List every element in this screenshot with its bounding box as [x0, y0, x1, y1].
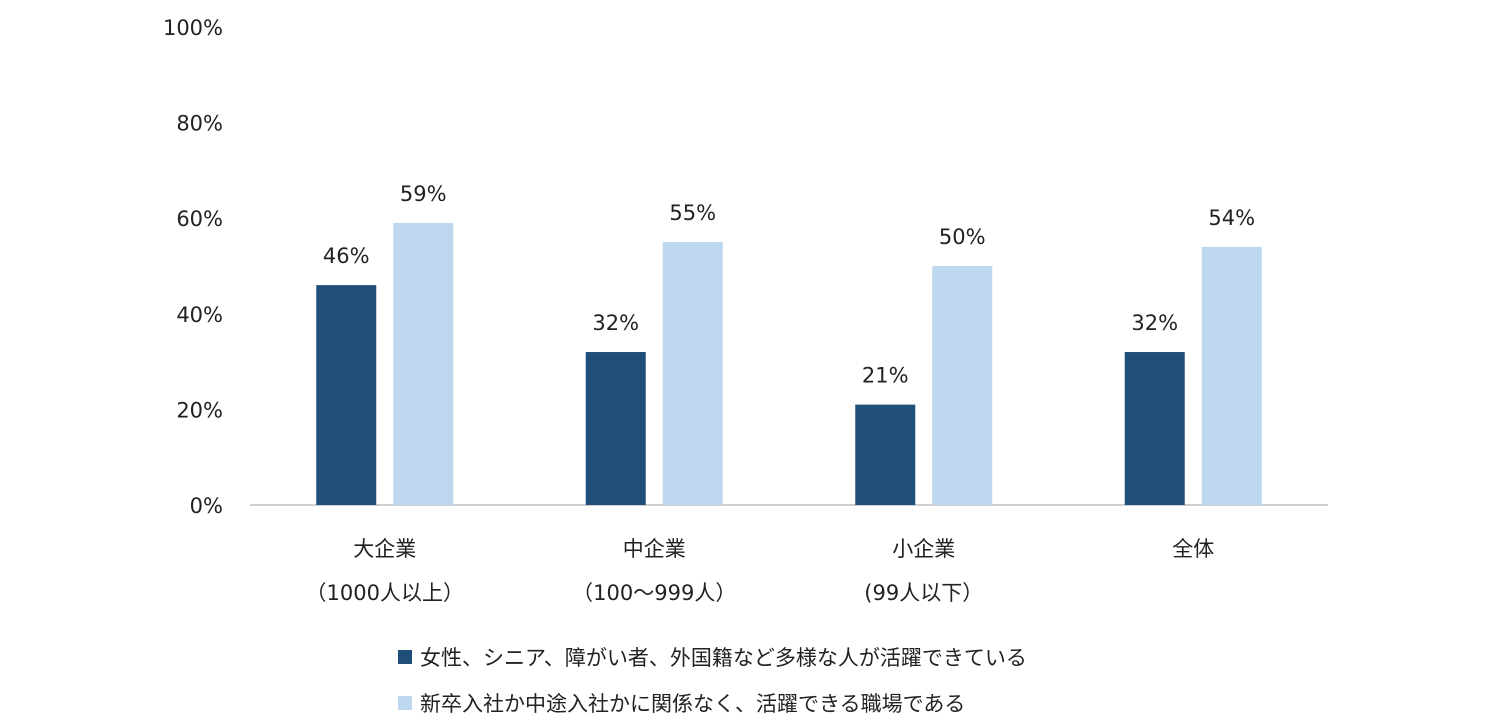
data-label: 55% — [669, 201, 716, 225]
y-tick-label: 0% — [190, 494, 223, 518]
data-label: 54% — [1208, 206, 1255, 230]
data-label: 32% — [1131, 311, 1178, 335]
bar-series-1 — [855, 404, 916, 505]
legend-item-series-2: 新卒入社か中途入社かに関係なく、活躍できる職場である — [398, 688, 965, 718]
x-tick-label: （100〜999人） — [572, 581, 736, 605]
legend-item-series-1: 女性、シニア、障がい者、外国籍など多様な人が活躍できている — [398, 642, 1027, 672]
bar-series-2 — [932, 266, 993, 505]
legend-swatch-series-1 — [398, 650, 412, 664]
x-tick-label: 小企業 — [892, 537, 955, 561]
legend-label-series-2: 新卒入社か中途入社かに関係なく、活躍できる職場である — [420, 692, 966, 716]
x-tick-label: 大企業 — [353, 537, 416, 561]
bar-series-1 — [1124, 352, 1185, 505]
legend-label-series-1: 女性、シニア、障がい者、外国籍など多様な人が活躍できている — [420, 646, 1027, 670]
y-tick-label: 60% — [176, 207, 223, 231]
x-tick-label: （1000人以上） — [306, 581, 464, 605]
bar-series-1 — [585, 352, 646, 505]
x-tick-label: (99人以下） — [864, 581, 983, 605]
data-label: 32% — [592, 311, 639, 335]
bar-series-2 — [662, 242, 723, 505]
data-label: 50% — [939, 225, 986, 249]
bar-series-1 — [316, 285, 377, 505]
x-tick-label: 全体 — [1172, 537, 1214, 561]
y-tick-label: 80% — [176, 112, 223, 136]
y-tick-label: 100% — [163, 16, 223, 40]
y-tick-label: 40% — [176, 303, 223, 327]
data-label: 46% — [323, 244, 370, 268]
bar-series-2 — [1201, 246, 1262, 505]
data-label: 21% — [862, 364, 909, 388]
x-tick-label: 中企業 — [623, 537, 686, 561]
data-label: 59% — [400, 182, 447, 206]
bar-chart: 0% 20% 40% 60% 80% 100% 46% 59% 大企業 （1000人以上） 32% 5… — [163, 16, 1328, 605]
y-tick-label: 20% — [176, 398, 223, 422]
legend-swatch-series-2 — [398, 696, 412, 710]
bar-series-2 — [393, 222, 454, 506]
